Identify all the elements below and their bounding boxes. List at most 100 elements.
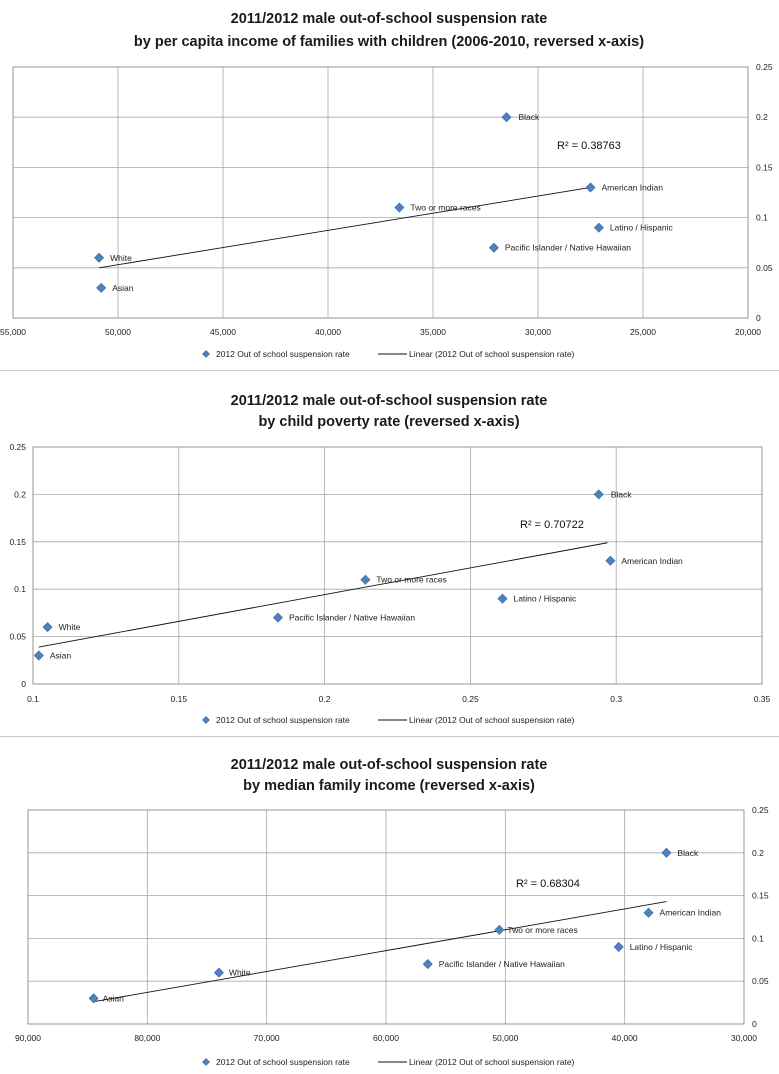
y-tick-label: 0.15 bbox=[752, 891, 769, 901]
chart-title-line-2: by per capita income of families with ch… bbox=[134, 34, 644, 50]
data-point-label: Two or more races bbox=[410, 203, 480, 213]
data-point-marker bbox=[213, 967, 224, 978]
legend-marker-label: 2012 Out of school suspension rate bbox=[216, 349, 350, 359]
x-tick-label: 0.15 bbox=[171, 694, 188, 704]
data-point-label: Two or more races bbox=[376, 575, 446, 585]
data-point-label: Asian bbox=[50, 651, 72, 661]
plot-area-frame bbox=[32, 446, 763, 685]
data-point-marker bbox=[593, 222, 604, 233]
legend-marker-icon bbox=[202, 716, 210, 724]
x-tick-label: 0.25 bbox=[462, 694, 479, 704]
scatter-chart-median-income: 2011/2012 male out-of-school suspension … bbox=[15, 757, 769, 1067]
scatter-chart-child-poverty: 2011/2012 male out-of-school suspension … bbox=[9, 393, 771, 725]
legend: 2012 Out of school suspension rate Linear… bbox=[202, 349, 575, 359]
data-point-marker bbox=[497, 593, 508, 604]
y-tick-label: 0.2 bbox=[756, 112, 768, 122]
x-tick-label: 35,000 bbox=[420, 327, 446, 337]
gridlines bbox=[27, 809, 745, 1025]
y-tick-label: 0.1 bbox=[752, 933, 764, 943]
plot-area-frame bbox=[27, 809, 745, 1025]
data-point-label: Black bbox=[519, 112, 541, 122]
data-point-marker bbox=[94, 252, 105, 263]
x-tick-label: 0.35 bbox=[754, 694, 771, 704]
chart-panel-child-poverty: 2011/2012 male out-of-school suspension … bbox=[0, 370, 779, 733]
gridlines bbox=[12, 66, 749, 319]
data-point-label: Two or more races bbox=[507, 925, 577, 935]
data-point-marker bbox=[488, 242, 499, 253]
data-point-label: Latino / Hispanic bbox=[513, 594, 577, 604]
linear-trendline bbox=[38, 542, 608, 648]
data-point-marker bbox=[661, 847, 672, 858]
legend-marker-icon bbox=[202, 350, 210, 358]
legend-marker-label: 2012 Out of school suspension rate bbox=[216, 715, 350, 725]
x-tick-label: 90,000 bbox=[15, 1033, 41, 1043]
chart-panel-income-per-capita: 2011/2012 male out-of-school suspension … bbox=[0, 0, 779, 367]
x-tick-label: 0.1 bbox=[27, 694, 39, 704]
y-tick-label: 0.15 bbox=[756, 162, 773, 172]
legend-line-label: Linear (2012 Out of school suspension ra… bbox=[409, 715, 575, 725]
x-tick-label: 80,000 bbox=[134, 1033, 160, 1043]
linear-trendline bbox=[93, 901, 667, 1003]
data-point-marker bbox=[605, 555, 616, 566]
legend-marker-icon bbox=[202, 1058, 210, 1066]
scatter-chart-per-capita-income: 2011/2012 male out-of-school suspension … bbox=[0, 11, 773, 359]
x-tick-label: 40,000 bbox=[315, 327, 341, 337]
plot-area-frame bbox=[12, 66, 749, 319]
chart-title-line-2: by median family income (reversed x-axis… bbox=[243, 778, 535, 794]
data-point-marker bbox=[360, 574, 371, 585]
data-point-marker bbox=[643, 907, 654, 918]
x-tick-label: 50,000 bbox=[105, 327, 131, 337]
x-tick-label: 30,000 bbox=[731, 1033, 757, 1043]
legend-marker-label: 2012 Out of school suspension rate bbox=[216, 1057, 350, 1067]
data-point-marker bbox=[422, 959, 433, 970]
y-tick-label: 0.05 bbox=[9, 632, 26, 642]
legend-line-label: Linear (2012 Out of school suspension ra… bbox=[409, 1057, 575, 1067]
data-point-label: White bbox=[229, 968, 251, 978]
data-point-marker bbox=[394, 202, 405, 213]
chart-title-line-2: by child poverty rate (reversed x-axis) bbox=[258, 414, 519, 430]
data-point-label: Asian bbox=[112, 283, 134, 293]
x-tick-label: 45,000 bbox=[210, 327, 236, 337]
y-tick-label: 0.1 bbox=[14, 584, 26, 594]
y-tick-label: 0.05 bbox=[756, 263, 773, 273]
y-tick-label: 0.15 bbox=[9, 537, 26, 547]
x-tick-label: 70,000 bbox=[254, 1033, 280, 1043]
data-point-label: American Indian bbox=[660, 908, 722, 918]
data-point-label: Black bbox=[611, 489, 633, 499]
data-point-label: Pacific Islander / Native Hawaiian bbox=[505, 243, 631, 253]
data-point-label: Black bbox=[677, 848, 699, 858]
legend: 2012 Out of school suspension rate Linear… bbox=[202, 1057, 575, 1067]
data-point-label: American Indian bbox=[621, 556, 683, 566]
data-point-label: Latino / Hispanic bbox=[610, 223, 674, 233]
data-point-marker bbox=[501, 112, 512, 123]
r-squared-annotation: R² = 0.38763 bbox=[557, 140, 621, 152]
y-tick-label: 0.1 bbox=[756, 213, 768, 223]
data-point-label: Latino / Hispanic bbox=[630, 942, 694, 952]
chart-title-line-1: 2011/2012 male out-of-school suspension … bbox=[231, 757, 548, 773]
data-point-marker bbox=[494, 924, 505, 935]
x-tick-label: 0.2 bbox=[319, 694, 331, 704]
x-tick-label: 0.3 bbox=[610, 694, 622, 704]
legend: 2012 Out of school suspension rate Linear… bbox=[202, 715, 575, 725]
y-tick-label: 0 bbox=[756, 313, 761, 323]
x-tick-label: 40,000 bbox=[612, 1033, 638, 1043]
y-tick-label: 0.25 bbox=[756, 62, 773, 72]
data-point-marker bbox=[88, 993, 99, 1004]
data-point-marker bbox=[613, 941, 624, 952]
y-tick-label: 0.05 bbox=[752, 976, 769, 986]
data-point-label: Pacific Islander / Native Hawaiian bbox=[439, 959, 565, 969]
r-squared-annotation: R² = 0.70722 bbox=[520, 519, 584, 531]
data-point-label: Pacific Islander / Native Hawaiian bbox=[289, 613, 415, 623]
chart-title-line-1: 2011/2012 male out-of-school suspension … bbox=[231, 11, 548, 27]
data-point-marker bbox=[96, 282, 107, 293]
data-point-label: White bbox=[59, 622, 81, 632]
x-tick-label: 20,000 bbox=[735, 327, 761, 337]
x-tick-label: 50,000 bbox=[492, 1033, 518, 1043]
linear-trendline bbox=[99, 187, 591, 269]
data-point-marker bbox=[272, 612, 283, 623]
chart-panel-median-income: 2011/2012 male out-of-school suspension … bbox=[0, 736, 779, 1074]
y-tick-label: 0.25 bbox=[9, 442, 26, 452]
legend-line-label: Linear (2012 Out of school suspension ra… bbox=[409, 349, 575, 359]
data-point-marker bbox=[585, 182, 596, 193]
x-tick-label: 60,000 bbox=[373, 1033, 399, 1043]
